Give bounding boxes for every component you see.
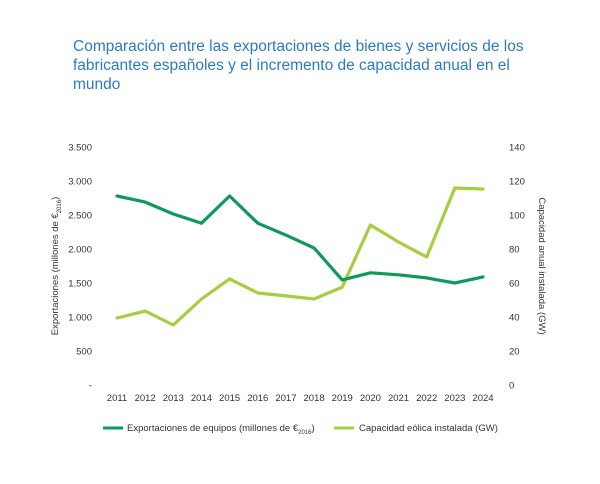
x-tick-label: 2019 xyxy=(332,393,353,404)
right-axis-ticks: 0 20 40 60 80 100 120 140 xyxy=(509,143,525,392)
right-tick-label: 80 xyxy=(509,245,520,256)
x-tick-label: 2023 xyxy=(444,393,465,404)
right-tick-label: 40 xyxy=(509,313,520,324)
left-tick-label: 2.000 xyxy=(68,245,92,256)
right-tick-label: 140 xyxy=(509,143,525,154)
x-axis-ticks: 2011 2012 2013 2014 2015 2016 2017 2018 2019 2020… xyxy=(107,393,494,404)
x-tick-label: 2016 xyxy=(247,393,268,404)
x-tick-label: 2020 xyxy=(360,393,381,404)
right-tick-label: 100 xyxy=(509,211,525,222)
legend-label-exports: Exportaciones de equipos (millones de €2… xyxy=(127,423,315,436)
x-tick-label: 2014 xyxy=(191,393,212,404)
x-tick-label: 2021 xyxy=(388,393,409,404)
x-tick-label: 2015 xyxy=(219,393,240,404)
series-line-exports xyxy=(115,194,485,285)
left-axis-label: Exportaciones (millones de €2016) xyxy=(50,197,63,336)
chart-title-line-1: Comparación entre las exportaciones de b… xyxy=(73,38,524,55)
legend-label-exports-close: ) xyxy=(311,423,314,434)
legend-label-exports-main: Exportaciones de equipos (millones de € xyxy=(127,423,299,434)
left-tick-label: 2.500 xyxy=(68,211,92,222)
x-tick-label: 2018 xyxy=(304,393,325,404)
legend-label-capacity: Capacidad eólica instalada (GW) xyxy=(359,423,498,434)
x-tick-label: 2013 xyxy=(163,393,184,404)
series-line-capacity xyxy=(115,186,485,327)
left-tick-label: 3.500 xyxy=(68,143,92,154)
left-axis-label-sub: 2016 xyxy=(57,199,63,213)
left-tick-label: - xyxy=(89,381,92,392)
chart-title: Comparación entre las exportaciones de b… xyxy=(73,37,553,94)
right-tick-label: 20 xyxy=(509,347,520,358)
left-tick-label: 3.000 xyxy=(68,177,92,188)
x-tick-label: 2012 xyxy=(135,393,156,404)
left-tick-label: 500 xyxy=(76,347,92,358)
x-tick-label: 2024 xyxy=(472,393,493,404)
left-axis-label-close: ) xyxy=(50,197,61,200)
right-tick-label: 60 xyxy=(509,279,520,290)
series-lines xyxy=(115,186,485,327)
left-axis-ticks: - 500 1.000 1.500 2.000 2.500 3.000 3.500 xyxy=(68,143,92,392)
x-tick-label: 2011 xyxy=(107,393,127,404)
right-axis-label: Capacidad anual instalada (GW) xyxy=(536,197,547,334)
left-tick-label: 1.000 xyxy=(68,313,92,324)
x-tick-label: 2017 xyxy=(275,393,296,404)
left-axis-label-main: Exportaciones (millones de € xyxy=(50,213,61,336)
legend-label-exports-sub: 2016 xyxy=(298,430,312,436)
legend: Exportaciones de equipos (millones de €2… xyxy=(103,423,498,436)
right-tick-label: 0 xyxy=(509,381,514,392)
x-tick-label: 2022 xyxy=(416,393,437,404)
chart-title-line-2: fabricantes españoles y el incremento de… xyxy=(73,57,510,93)
left-tick-label: 1.500 xyxy=(68,279,92,290)
right-tick-label: 120 xyxy=(509,177,525,188)
